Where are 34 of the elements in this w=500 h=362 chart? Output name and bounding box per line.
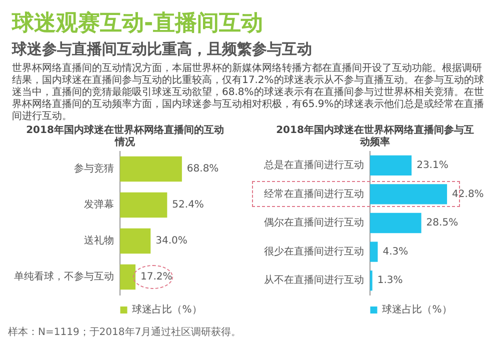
y-tick-label: 参与竞猜 <box>74 162 114 175</box>
text: 世界杯网络直播间的互动情况方面，本届世界杯的新媒体网络转播方都在直播间开设了互动功能。根据调研结果，国内球迷在直播间参与互动的比重较高，仅有17.2%的球迷表示从不参与直播互动。在参与互动的球迷当中，直播间的竞猜最能吸引球迷互动欲望，68.8%的球迷表示有在直播间参与过世界杯相关竞猜。在世界杯网络直播间的互动频率方面，国内球迷参与互动相对积极，有65.9%的球迷表示他们总是或经常在直播间进行互动。 <box>12 63 485 123</box>
y-tick-label: 总是在直播间进行互动 <box>263 158 364 171</box>
y-tick-label: 很少在直播间进行互动 <box>264 245 364 258</box>
bar <box>120 228 151 254</box>
y-tick-label: 从不在直播间进行互动 <box>264 274 364 286</box>
chart-title: 2018年国内球迷在世界杯网络直播间的互动情况 <box>25 125 225 149</box>
data-label: 17.2% <box>140 272 172 283</box>
chart-title: 2018年国内球迷在世界杯网络直播间参与互动频率 <box>275 125 475 149</box>
bar <box>370 184 448 204</box>
data-label: 28.5% <box>426 218 458 229</box>
text: 球迷观赛互动-直播间互动 <box>12 10 264 38</box>
y-tick-label: 送礼物 <box>84 234 114 247</box>
y-tick-label: 经常在直播间进行互动 <box>264 188 364 200</box>
data-label: 23.1% <box>416 160 448 171</box>
data-label: 1.3% <box>377 275 403 286</box>
bar <box>120 192 168 218</box>
legend-label: 球迷占比（%） <box>382 304 452 316</box>
data-label: 42.8% <box>452 188 484 200</box>
bar <box>370 155 412 176</box>
text: 样本：N=1119；于2018年7月通过社区调研获得。 <box>7 326 242 339</box>
text: 球迷参与直播间互动比重高，且频繁参与互动 <box>12 40 313 59</box>
data-label: 4.3% <box>382 246 408 258</box>
y-tick-label: 偶尔在直播间进行互动 <box>264 216 364 229</box>
bar <box>370 212 422 234</box>
y-tick-label: 单纯看球，不参与互动 <box>14 270 114 283</box>
data-label: 68.8% <box>186 164 219 175</box>
bar <box>120 264 136 290</box>
bar <box>120 156 182 182</box>
data-label: 34.0% <box>156 236 188 247</box>
legend-label: 球迷占比（%） <box>132 304 202 316</box>
data-label: 52.4% <box>172 200 204 211</box>
y-tick-label: 发弹幕 <box>84 198 114 211</box>
bar <box>370 242 378 262</box>
